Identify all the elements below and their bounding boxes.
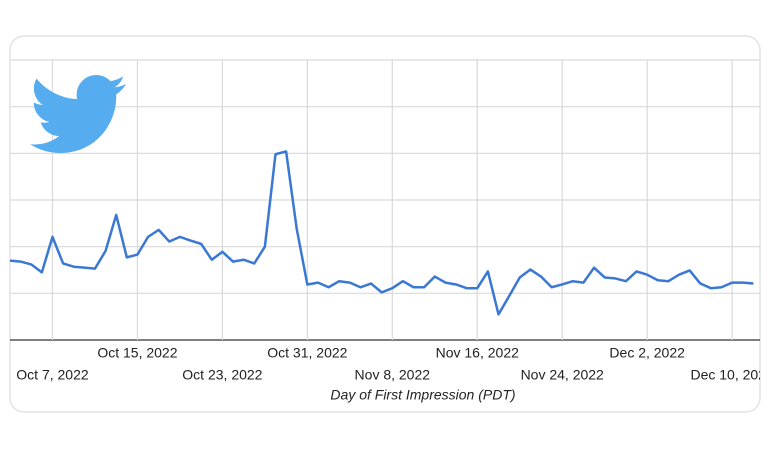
x-tick-label: Nov 16, 2022: [436, 345, 519, 361]
x-tick-label: Nov 24, 2022: [521, 367, 604, 383]
x-tick-label: Oct 31, 2022: [267, 345, 347, 361]
plot-area: Sep 29, 2022 Oct 7, 2022 Oct 15, 2022 Oct 2…: [0, 59, 770, 383]
twitter-logo: [30, 74, 126, 154]
x-tick-label: Oct 15, 2022: [97, 345, 177, 361]
x-tick-label: Nov 8, 2022: [355, 367, 431, 383]
x-tick-label: Dec 10, 2022: [690, 367, 770, 383]
card: [9, 35, 761, 413]
data-line: [10, 150, 754, 316]
x-tick-label: Oct 7, 2022: [16, 367, 89, 383]
x-tick-label: Sep 29, 2022: [0, 345, 9, 361]
x-tick-label: Dec 2, 2022: [609, 345, 685, 361]
x-tick-label: Oct 23, 2022: [182, 367, 262, 383]
x-axis-title: Day of First Impression (PDT): [330, 387, 515, 403]
